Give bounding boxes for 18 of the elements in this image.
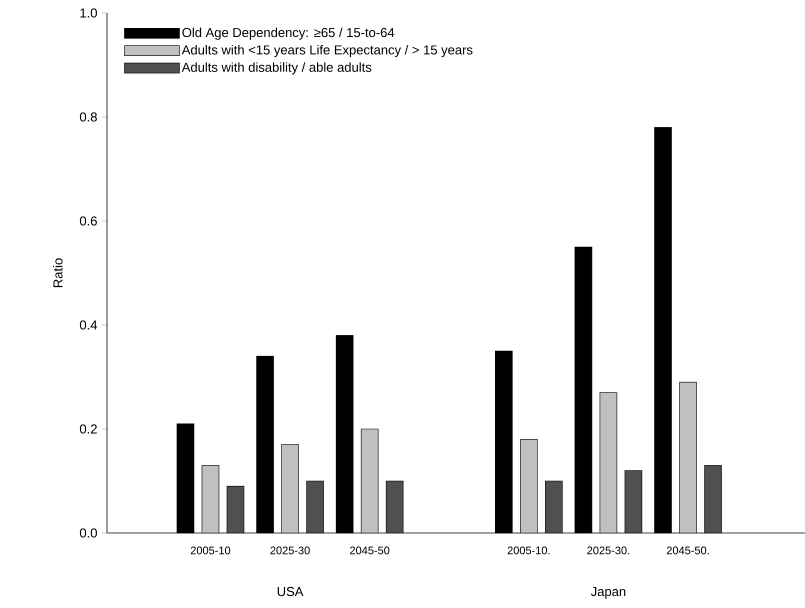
y-tick-label: 0.4 — [80, 320, 98, 330]
text: Japan — [590, 587, 626, 599]
text: USA — [278, 586, 304, 596]
y-tick-label: 0.6 — [80, 216, 97, 226]
x-tick-label: 2005-10 — [190, 546, 230, 554]
y-axis-title: Ratio — [52, 258, 63, 288]
y-tick-label: 0.8 — [80, 112, 97, 122]
legend-label: Adults with <15 years Life Expectancy / > 15 years — [182, 44, 472, 58]
legend-label: Old Age Dependency: ≥65 / 15-to-64 — [182, 28, 394, 40]
x-tick-label: 2025-30 — [270, 546, 310, 554]
x-tick-label: 2045-50. — [666, 546, 709, 554]
legend-label: Adults with disability / able adults — [182, 62, 372, 74]
x-tick-label: 2045-50 — [350, 546, 390, 554]
y-tick-label: 0.2 — [80, 424, 97, 434]
y-tick-label: 0.0 — [80, 528, 97, 538]
x-tick-label: 2005-10. — [508, 546, 550, 554]
x-tick-label: 2025-30. — [587, 546, 630, 554]
y-tick-label: 1.0 — [80, 8, 97, 18]
